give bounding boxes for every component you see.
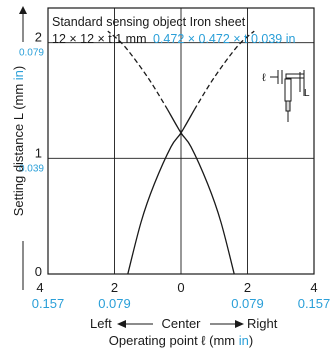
x-tick-label-inch: 0.079 bbox=[98, 296, 131, 311]
y-tick-label: 1 bbox=[35, 145, 42, 160]
x-tick-label: 2 bbox=[244, 280, 251, 295]
annotation-line1: Standard sensing object Iron sheet bbox=[52, 15, 246, 29]
y-axis-label: Setting distance L (mm in) bbox=[11, 66, 26, 217]
x-axis-right-label: Right bbox=[247, 316, 278, 331]
series-1-solid-line bbox=[167, 109, 235, 275]
y-tick-label: 2 bbox=[35, 30, 42, 45]
y-ticks: 0 1 0.039 2 0.079 bbox=[19, 30, 44, 279]
x-axis-label: Operating point ℓ (mm in) bbox=[109, 333, 253, 348]
svg-text:L: L bbox=[304, 88, 310, 99]
x-tick-label: 4 bbox=[310, 280, 317, 295]
y-tick-label: 0 bbox=[35, 264, 42, 279]
annotation-line2: 12 × 12 × t 1 mm 0.472 × 0.472 × t 0.039… bbox=[52, 32, 296, 46]
series-1-dashed-line bbox=[107, 30, 169, 111]
curves bbox=[107, 30, 255, 275]
x-tick-label-inch: 0.157 bbox=[32, 296, 65, 311]
x-tick-label-inch: 0.157 bbox=[298, 296, 331, 311]
grid bbox=[48, 8, 314, 274]
y-axis-label-arrow-icon bbox=[19, 6, 27, 14]
x-tick-label: 4 bbox=[36, 280, 43, 295]
svg-text:ℓ: ℓ bbox=[262, 72, 266, 84]
left-arrow-icon bbox=[117, 320, 126, 328]
x-tick-label: 2 bbox=[111, 280, 118, 295]
y-tick-label-inch: 0.079 bbox=[19, 48, 44, 59]
x-tick-label-inch: 0.079 bbox=[231, 296, 264, 311]
series-2-dashed-line bbox=[193, 30, 255, 111]
x-axis-left-label: Left bbox=[90, 316, 112, 331]
y-tick-label-inch: 0.039 bbox=[19, 163, 44, 174]
sensor-diagram-icon: ℓ L bbox=[262, 70, 310, 122]
right-arrow-icon bbox=[235, 320, 244, 328]
series-2-solid-line bbox=[127, 109, 195, 275]
x-tick-label: 0 bbox=[177, 280, 184, 295]
x-axis-center-label: Center bbox=[161, 316, 201, 331]
